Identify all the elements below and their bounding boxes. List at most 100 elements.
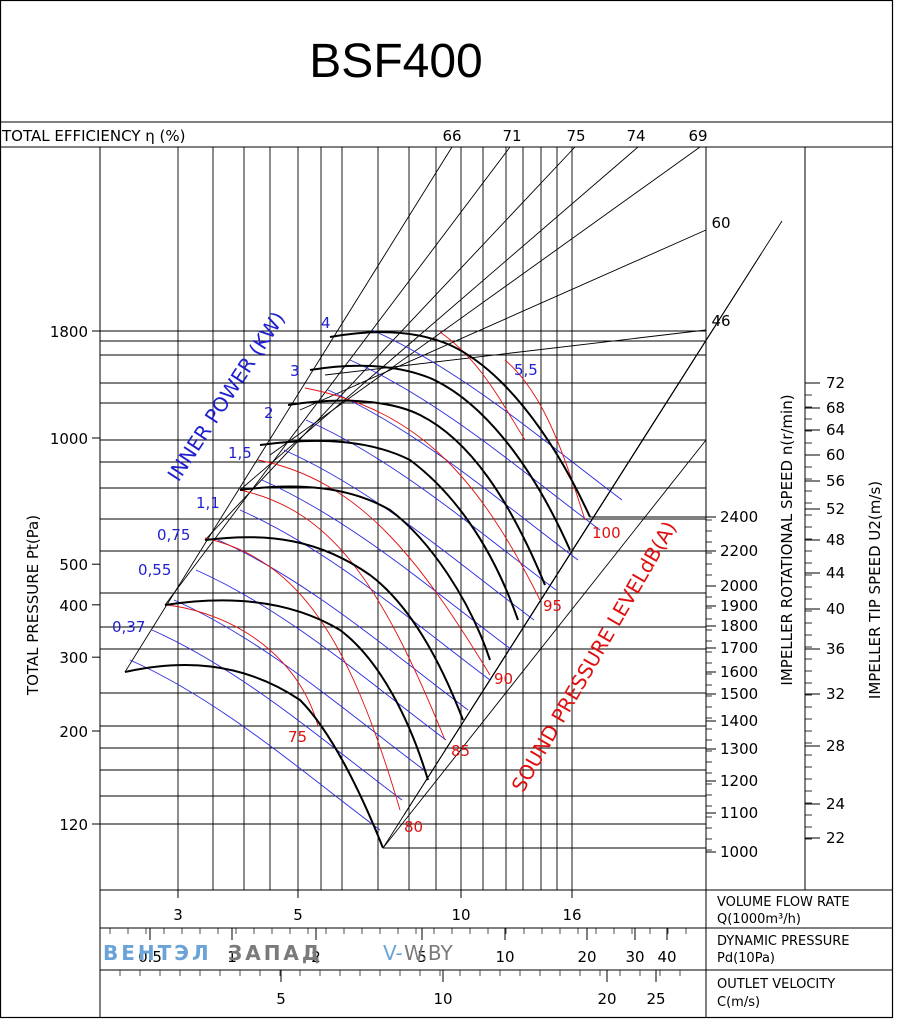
y-tick-label: 500 (59, 556, 88, 574)
y-tick-label: 200 (59, 723, 88, 741)
efficiency-tick: 66 (442, 127, 461, 145)
efficiency-tick: 69 (688, 127, 707, 145)
tip-value: 56 (826, 472, 845, 490)
speed-value: 2000 (720, 577, 758, 595)
sound-line (504, 359, 586, 521)
power-labels: 0,37 0,55 0,75 1,1 1,5 2 3 4 5,5 (112, 314, 538, 636)
diagonal-line (382, 439, 707, 849)
flow-tick: 16 (562, 906, 581, 924)
dynamic-pressure-label: DYNAMIC PRESSURE (717, 934, 849, 949)
velocity-tick: 10 (433, 990, 452, 1008)
speed-curve (204, 536, 464, 721)
pressure-gridlines (100, 330, 706, 849)
power-value: 1,5 (228, 444, 252, 462)
velocity-tick: 25 (646, 990, 665, 1008)
tip-value: 72 (826, 374, 845, 392)
efficiency-tick-extra: 46 (711, 312, 730, 330)
chart-title: BSF400 (309, 35, 482, 88)
dynamic-pressure-tick: 20 (577, 948, 596, 966)
power-line (283, 449, 535, 621)
flow-tick: 10 (451, 906, 470, 924)
speed-curve (309, 364, 571, 551)
sound-line (439, 331, 526, 441)
speed-value: 1500 (720, 685, 758, 703)
power-line (173, 599, 425, 771)
efficiency-tick-extra: 60 (711, 214, 730, 232)
power-value: 2 (264, 404, 274, 422)
tip-value: 68 (826, 399, 845, 417)
speed-value: 1100 (720, 804, 758, 822)
tip-speed-axis-label: IMPELLER TIP SPEED U2(m/s) (866, 481, 884, 699)
efficiency-tick: 74 (626, 127, 645, 145)
dynamic-pressure-unit: Pd(10Pa) (717, 951, 775, 966)
sound-line (304, 387, 541, 601)
diagonal-line (204, 146, 576, 541)
sound-value: 100 (592, 524, 621, 542)
flow-tick: 3 (173, 906, 183, 924)
sound-line (167, 604, 319, 727)
dynamic-pressure-tick: 40 (657, 948, 676, 966)
diagonal-line (239, 146, 639, 491)
watermark: ВЕНТЭЛ ЗАПАД V- W.BY (103, 941, 453, 965)
speed-value: 1900 (720, 597, 758, 615)
speed-value: 2400 (720, 508, 758, 526)
tip-speed-scale: 72 68 64 60 56 52 48 44 40 36 32 28 24 22 (805, 374, 845, 847)
power-value: 1,1 (196, 494, 220, 512)
watermark-part3: V- (383, 941, 403, 965)
speed-value: 1200 (720, 772, 758, 790)
y-axis-label: TOTAL PRESSURE Pt(Pa) (24, 515, 42, 696)
y-tick-label: 300 (59, 649, 88, 667)
speed-curve (124, 664, 384, 849)
tip-value: 64 (826, 421, 845, 439)
power-line (371, 329, 623, 501)
power-value: 5,5 (514, 361, 538, 379)
sound-line (257, 459, 491, 676)
diagonal-line (299, 229, 707, 411)
speed-axis-label: IMPELLER ROTATIONAL SPEED n(r/min) (778, 394, 796, 685)
speed-curve (239, 485, 491, 661)
power-value: 0,55 (138, 561, 171, 579)
speed-curve (287, 399, 546, 586)
tip-value: 60 (826, 446, 845, 464)
diagonal-line (164, 146, 511, 606)
efficiency-tick: 71 (502, 127, 521, 145)
tip-value: 44 (826, 564, 845, 582)
diagonal-line (269, 146, 701, 456)
velocity-tick: 20 (597, 990, 616, 1008)
diagonal-line (124, 146, 453, 673)
flow-axis-label: VOLUME FLOW RATE (717, 895, 850, 910)
outlet-velocity-label: OUTLET VELOCITY (717, 977, 835, 992)
sound-value: 75 (288, 728, 307, 746)
sound-labels: 75 80 85 90 95 100 (288, 524, 621, 836)
sound-value: 90 (494, 670, 513, 688)
velocity-tick: 5 (276, 990, 286, 1008)
power-line (151, 629, 403, 801)
power-lines (129, 329, 623, 831)
power-value: 4 (321, 314, 331, 332)
y-tick-label: 1000 (50, 430, 88, 448)
tip-value: 24 (826, 795, 845, 813)
diagonal-ray (571, 220, 783, 552)
y-tick-label: 400 (59, 597, 88, 615)
speed-scale: 2400 2200 2000 1900 1800 1700 1600 1500 1400 1300… (706, 508, 758, 861)
speed-value: 2200 (720, 542, 758, 560)
power-line (239, 509, 491, 681)
speed-curve (329, 331, 591, 518)
sound-lines (167, 331, 586, 811)
efficiency-tick: 75 (566, 127, 585, 145)
tip-value: 22 (826, 829, 845, 847)
speed-value: 1300 (720, 740, 758, 758)
tip-value: 40 (826, 600, 845, 618)
chart-frame (0, 0, 894, 1019)
tip-value: 28 (826, 737, 845, 755)
power-line (327, 389, 579, 561)
dynamic-pressure-tick: 1 (227, 948, 237, 966)
sound-value: 85 (451, 742, 470, 760)
power-value: 0,75 (157, 526, 190, 544)
tip-value: 52 (826, 500, 845, 518)
speed-value: 1400 (720, 712, 758, 730)
speed-curves (124, 331, 591, 849)
power-line (261, 479, 513, 651)
power-line (217, 539, 469, 711)
